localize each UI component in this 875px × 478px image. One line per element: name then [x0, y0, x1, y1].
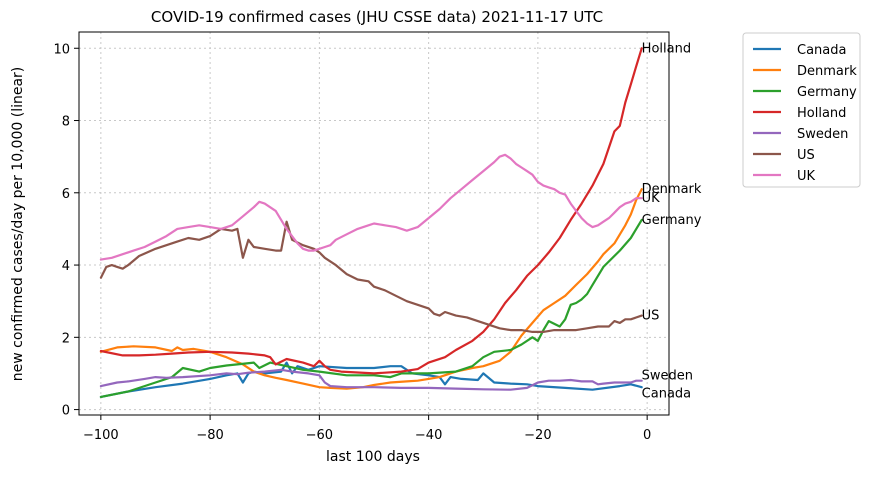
end-label-holland: Holland	[642, 41, 691, 56]
legend-label-germany: Germany	[797, 85, 857, 100]
series-line-us	[99, 220, 643, 333]
grid	[79, 32, 669, 415]
x-tick-label: −100	[83, 428, 119, 443]
y-tick-label: 4	[62, 259, 70, 274]
legend-label-canada: Canada	[797, 43, 846, 58]
y-tick-label: 2	[62, 331, 70, 346]
end-label-canada: Canada	[642, 386, 691, 401]
x-tick-label: −20	[524, 428, 551, 443]
legend: Canada Denmark Germany Holland Sweden US UK	[742, 32, 861, 188]
legend-label-us: US	[797, 148, 815, 163]
series-line-uk	[99, 153, 643, 261]
x-axis-label: last 100 days	[326, 449, 420, 465]
y-tick-label: 0	[62, 404, 70, 419]
end-label-us: US	[642, 309, 660, 324]
plot-area-frame	[78, 31, 670, 416]
x-tick-label: −40	[415, 428, 442, 443]
series-line-germany	[99, 218, 643, 398]
end-label-germany: Germany	[642, 213, 702, 228]
legend-label-sweden: Sweden	[797, 127, 848, 142]
x-tick-label: −60	[306, 428, 333, 443]
series-line-denmark	[99, 188, 643, 390]
legend-label-uk: UK	[797, 169, 816, 184]
y-tick-label: 10	[53, 42, 70, 57]
end-label-denmark: Denmark	[642, 182, 702, 197]
legend-box	[742, 32, 861, 188]
legend-label-denmark: Denmark	[797, 64, 857, 79]
x-tick-label: −80	[196, 428, 223, 443]
axes: −100 −80 −60 −40 −20 0 0 2 4 6 8 10	[53, 42, 651, 443]
end-label-sweden: Sweden	[642, 368, 693, 383]
end-label-uk: UK	[642, 191, 661, 206]
chart-title: COVID-19 confirmed cases (JHU CSSE data)…	[151, 8, 603, 26]
x-tick-label: 0	[643, 428, 651, 443]
legend-label-holland: Holland	[797, 106, 846, 121]
series-line-holland	[99, 47, 643, 375]
y-axis-label: new confirmed cases/day per 10,000 (line…	[10, 67, 26, 382]
y-tick-label: 8	[62, 115, 70, 130]
y-tick-label: 6	[62, 187, 70, 202]
series-lines	[99, 47, 643, 398]
series-line-sweden	[99, 368, 643, 391]
